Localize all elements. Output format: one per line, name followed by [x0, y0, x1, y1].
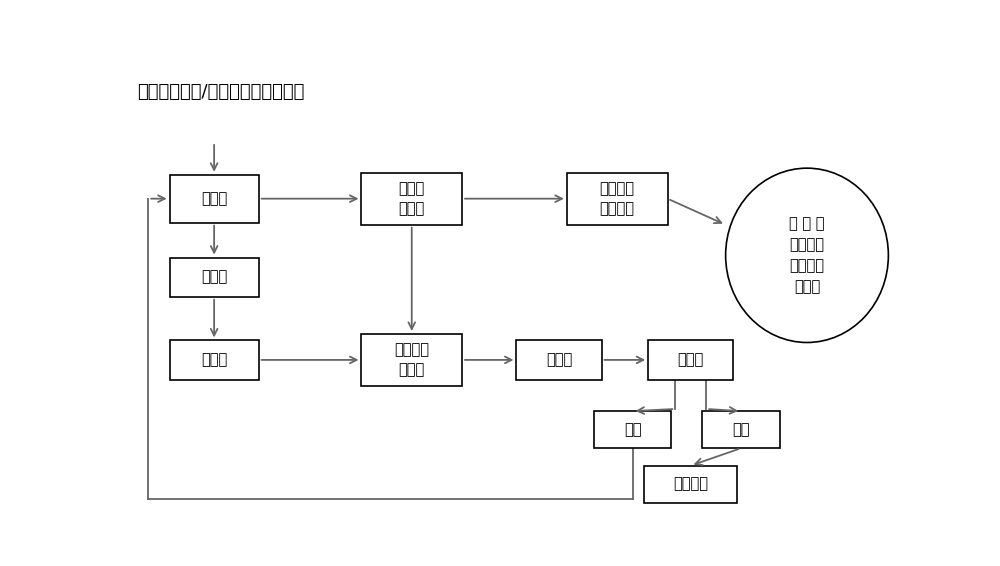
Bar: [702, 411, 780, 448]
Text: 凝华器: 凝华器: [201, 353, 227, 367]
Bar: [170, 340, 259, 380]
Ellipse shape: [726, 168, 888, 342]
Bar: [644, 466, 737, 503]
Text: 甲烷氯化物或/和四氯乙烯精馏残渣: 甲烷氯化物或/和四氯乙烯精馏残渣: [137, 83, 304, 101]
Bar: [567, 173, 668, 225]
Text: 过滤器: 过滤器: [678, 353, 704, 367]
Bar: [170, 175, 259, 222]
Text: 滤液: 滤液: [624, 422, 641, 437]
Bar: [648, 340, 733, 380]
Bar: [361, 334, 462, 386]
Text: 结晶器: 结晶器: [546, 353, 572, 367]
Text: 轻组分
捕集器: 轻组分 捕集器: [399, 181, 425, 216]
Text: 三 氯 甲
烷、四氯
化碳和四
氯乙烯: 三 氯 甲 烷、四氯 化碳和四 氯乙烯: [789, 216, 825, 294]
Text: 滤饼: 滤饼: [732, 422, 750, 437]
Text: 蒸发器: 蒸发器: [201, 191, 227, 206]
Bar: [361, 173, 462, 225]
Bar: [170, 258, 259, 297]
Text: 升华器: 升华器: [201, 269, 227, 285]
Text: 四氯乙烯
精馏系统: 四氯乙烯 精馏系统: [600, 181, 635, 216]
Bar: [594, 411, 671, 448]
Text: 六氯乙烷
精制锅: 六氯乙烷 精制锅: [394, 342, 429, 378]
Bar: [516, 340, 602, 380]
Text: 六氯乙烷: 六氯乙烷: [673, 477, 708, 492]
